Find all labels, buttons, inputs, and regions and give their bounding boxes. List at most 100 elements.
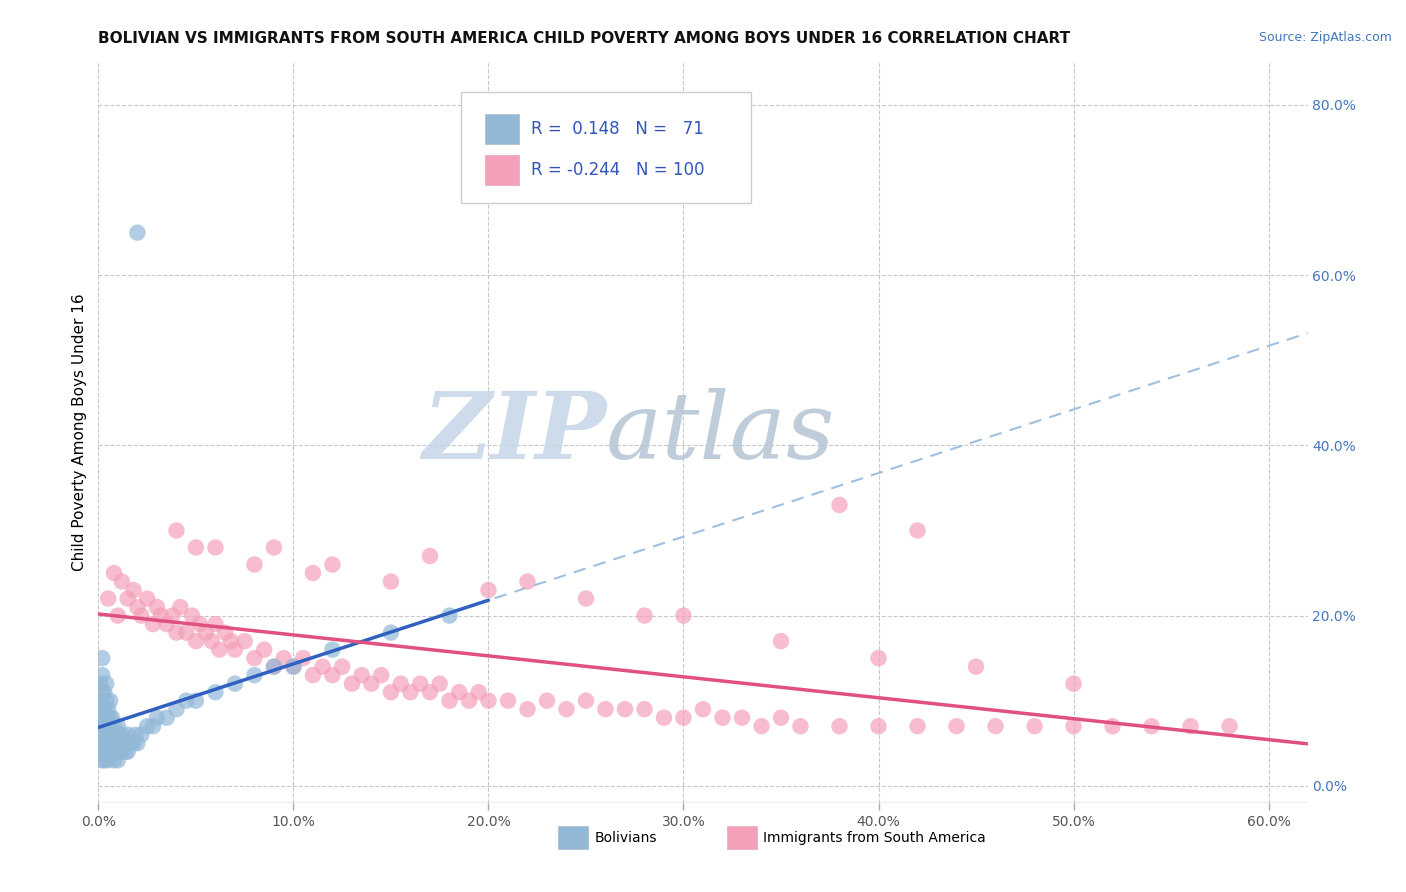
Point	[200, 634, 222, 648]
Point	[302, 566, 325, 580]
Point	[1140, 719, 1163, 733]
Text: Immigrants from South America: Immigrants from South America	[763, 830, 986, 845]
Point	[769, 634, 792, 648]
Point	[214, 625, 236, 640]
Point	[614, 702, 637, 716]
Text: atlas: atlas	[606, 388, 835, 477]
Point	[127, 226, 149, 240]
Point	[146, 600, 169, 615]
Point	[136, 719, 159, 733]
Point	[224, 676, 246, 690]
Point	[419, 685, 441, 699]
Point	[350, 668, 373, 682]
Point	[555, 702, 578, 716]
Point	[131, 608, 153, 623]
Point	[112, 736, 135, 750]
Point	[162, 608, 184, 623]
Point	[652, 711, 675, 725]
Point	[97, 719, 120, 733]
Point	[184, 694, 207, 708]
Point	[467, 685, 489, 699]
Point	[243, 668, 266, 682]
Point	[283, 659, 305, 673]
Point	[142, 719, 165, 733]
Bar	[485, 114, 519, 144]
Point	[575, 694, 598, 708]
Point	[96, 694, 118, 708]
Point	[118, 736, 141, 750]
Point	[188, 617, 211, 632]
Point	[156, 711, 179, 725]
Point	[108, 745, 131, 759]
Point	[399, 685, 422, 699]
Point	[204, 617, 226, 632]
Point	[136, 591, 159, 606]
Text: ZIP: ZIP	[422, 388, 606, 477]
Point	[122, 736, 145, 750]
Point	[496, 694, 519, 708]
Point	[536, 694, 558, 708]
Point	[91, 736, 114, 750]
Point	[117, 728, 139, 742]
Point	[93, 753, 115, 767]
Point	[149, 608, 172, 623]
Point	[219, 634, 242, 648]
Point	[477, 582, 499, 597]
Point	[360, 676, 382, 690]
Point	[243, 558, 266, 572]
Point	[93, 736, 115, 750]
Point	[98, 694, 121, 708]
Point	[1024, 719, 1046, 733]
Point	[1219, 719, 1241, 733]
Point	[984, 719, 1007, 733]
FancyBboxPatch shape	[461, 92, 751, 203]
Point	[184, 541, 207, 555]
Point	[907, 524, 929, 538]
Point	[127, 736, 149, 750]
Point	[184, 634, 207, 648]
Point	[769, 711, 792, 725]
Point	[111, 574, 134, 589]
Point	[711, 711, 734, 725]
Point	[409, 676, 432, 690]
Point	[165, 524, 187, 538]
Point	[111, 745, 134, 759]
Point	[89, 745, 111, 759]
Point	[104, 745, 127, 759]
Point	[107, 753, 129, 767]
Point	[439, 694, 461, 708]
Point	[91, 702, 114, 716]
Point	[633, 702, 655, 716]
Point	[692, 702, 714, 716]
Point	[98, 728, 121, 742]
Point	[101, 711, 124, 725]
Point	[114, 745, 136, 759]
Point	[142, 617, 165, 632]
Point	[104, 728, 127, 742]
Point	[208, 642, 231, 657]
Point	[312, 659, 335, 673]
Point	[283, 659, 305, 673]
Point	[389, 676, 412, 690]
Point	[302, 668, 325, 682]
Point	[233, 634, 256, 648]
Point	[174, 694, 197, 708]
Point	[97, 702, 120, 716]
Point	[516, 702, 538, 716]
Point	[107, 736, 129, 750]
Point	[111, 728, 134, 742]
Point	[101, 728, 124, 742]
Point	[1063, 719, 1085, 733]
Point	[380, 574, 402, 589]
Point	[253, 642, 276, 657]
Point	[165, 625, 187, 640]
Point	[146, 711, 169, 725]
Bar	[485, 155, 519, 185]
Point	[91, 668, 114, 682]
Point	[672, 711, 695, 725]
Point	[263, 541, 285, 555]
Point	[131, 728, 153, 742]
Point	[103, 753, 125, 767]
Point	[731, 711, 754, 725]
Point	[165, 702, 187, 716]
